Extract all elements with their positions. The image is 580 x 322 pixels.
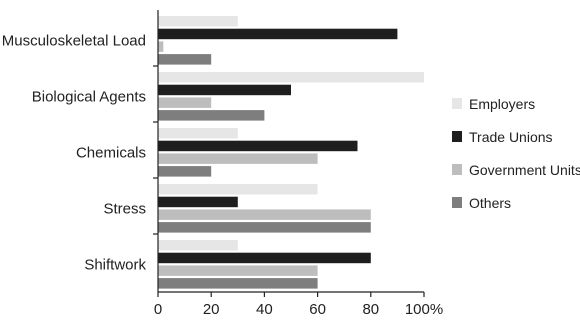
category-label: Musculoskeletal Load <box>2 32 146 49</box>
x-tick-label: 0 <box>154 301 162 318</box>
category-labels: Musculoskeletal Load Biological Agents Che… <box>2 32 158 273</box>
bar-biological-agents-others <box>158 110 265 121</box>
category-label: Chemicals <box>76 144 146 161</box>
legend-swatch-others <box>452 197 462 208</box>
bar-biological-agents-trade-unions <box>158 84 291 96</box>
bar-chemicals-government-units <box>158 153 318 164</box>
x-tick-label: 40 <box>256 301 273 318</box>
bar-stress-government-units <box>158 209 371 220</box>
x-ticks: 0 20 40 60 80 100% <box>154 292 443 318</box>
legend-swatch-government-units <box>452 164 462 175</box>
bar-stress-employers <box>158 184 318 195</box>
bar-stress-trade-unions <box>158 196 238 208</box>
bar-chemicals-trade-unions <box>158 140 358 152</box>
bar-chemicals-others <box>158 166 212 177</box>
legend-label: Others <box>469 195 511 211</box>
x-tick-label: 80 <box>362 301 379 318</box>
bars <box>158 16 424 289</box>
bar-shiftwork-others <box>158 278 318 289</box>
bar-shiftwork-government-units <box>158 265 318 276</box>
bar-shiftwork-employers <box>158 240 238 251</box>
bar-chemicals-employers <box>158 128 238 139</box>
bar-stress-others <box>158 222 371 233</box>
x-tick-label: 20 <box>203 301 220 318</box>
bar-musculoskeletal-load-government-units <box>158 41 164 52</box>
bar-biological-agents-government-units <box>158 97 212 108</box>
bar-musculoskeletal-load-trade-unions <box>158 28 398 40</box>
bar-musculoskeletal-load-employers <box>158 16 238 27</box>
category-label: Biological Agents <box>32 88 146 105</box>
legend-label: Government Units <box>469 162 580 178</box>
legend-label: Trade Unions <box>469 129 553 145</box>
legend-label: Employers <box>469 96 535 112</box>
x-tick-label: 60 <box>309 301 326 318</box>
legend: Employers Trade Unions Government Units Oth… <box>452 96 580 211</box>
legend-swatch-trade-unions <box>452 131 462 142</box>
bar-musculoskeletal-load-others <box>158 54 212 65</box>
x-tick-label: 100% <box>405 301 443 318</box>
category-label: Stress <box>103 200 146 217</box>
bar-shiftwork-trade-unions <box>158 252 371 264</box>
bar-biological-agents-employers <box>158 72 424 83</box>
category-label: Shiftwork <box>84 256 146 273</box>
legend-swatch-employers <box>452 98 462 109</box>
